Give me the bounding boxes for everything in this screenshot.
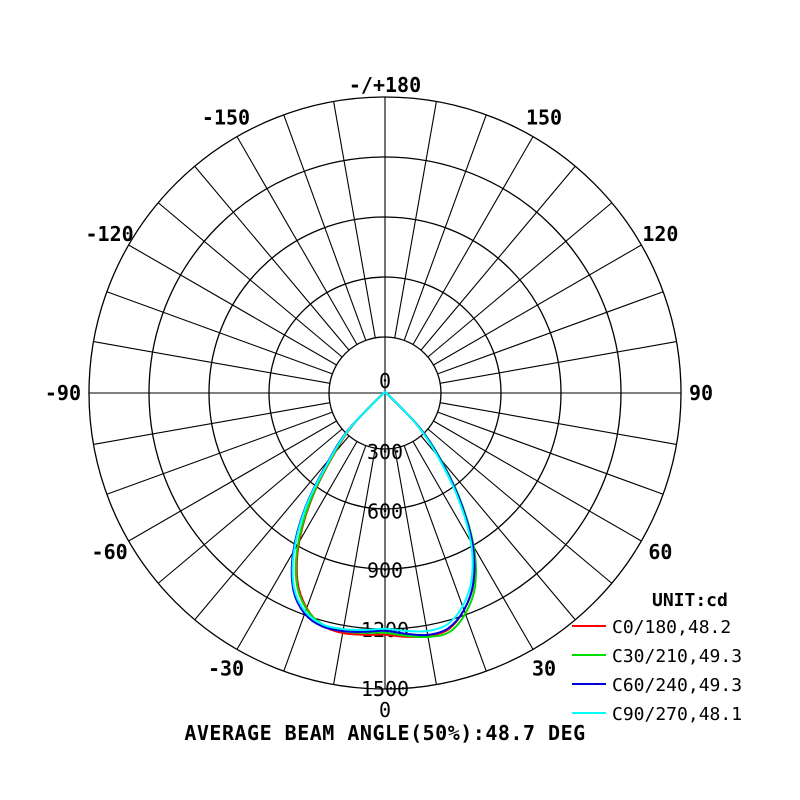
angle-label: -60 (92, 540, 128, 564)
grid-spoke (437, 291, 664, 375)
grid-spoke (194, 165, 350, 351)
grid-spokes (89, 97, 681, 689)
grid-spoke (283, 445, 367, 672)
angle-label: -90 (45, 381, 81, 405)
angle-label: 120 (642, 222, 678, 246)
grid-spoke (437, 411, 664, 495)
grid-spoke (433, 244, 642, 366)
grid-spoke (157, 202, 343, 358)
grid-spoke (440, 402, 677, 445)
legend: UNIT:cd C0/180,48.2 C30/210,49.3 C60/240,4… (572, 590, 742, 725)
grid-spoke (394, 448, 437, 685)
angle-labels: -/+180 150 -150 120 -120 90 -90 60 -60 30 -30 (45, 73, 713, 680)
legend-label: C60/240,49.3 (612, 675, 742, 696)
grid-spoke (427, 202, 613, 358)
angle-label: -120 (86, 222, 134, 246)
grid-spoke (106, 291, 333, 375)
grid-spoke (106, 411, 333, 495)
grid-spoke (333, 101, 376, 338)
angle-label: -30 (208, 656, 244, 680)
angle-label: 90 (689, 381, 713, 405)
radial-tick-label: 1500 (361, 677, 409, 701)
grid-spoke (93, 341, 330, 384)
grid-spoke (194, 435, 350, 621)
legend-items: C0/180,48.2 C30/210,49.3 C60/240,49.3 C90/2… (572, 617, 742, 725)
grid-spoke (433, 420, 642, 542)
bottom-zero-label: 0 (379, 698, 391, 722)
angle-label: 150 (526, 106, 562, 130)
grid-spoke (440, 341, 677, 384)
beam-angle-footer: AVERAGE BEAM ANGLE(50%):48.7 DEG (184, 721, 585, 745)
radial-tick-label: 900 (367, 559, 403, 583)
grid-spoke (333, 448, 376, 685)
angle-label: -/+180 (349, 73, 421, 97)
intensity-curves (290, 390, 477, 639)
radial-tick-label: 0 (379, 369, 391, 393)
legend-label: C90/270,48.1 (612, 704, 742, 725)
radial-tick-label: 300 (367, 440, 403, 464)
angle-label: 60 (648, 540, 672, 564)
radial-tick-label: 600 (367, 499, 403, 523)
grid-spoke (128, 420, 337, 542)
grid-spoke (283, 114, 367, 341)
legend-label: C0/180,48.2 (612, 617, 731, 638)
grid-spoke (427, 428, 613, 584)
grid-spoke (403, 114, 487, 341)
series-curve-c90-270 (291, 390, 474, 633)
grid-spoke (394, 101, 437, 338)
grid-spoke (157, 428, 343, 584)
unit-label: UNIT:cd (652, 590, 728, 611)
grid-spoke (420, 165, 576, 351)
angle-label: -150 (202, 106, 250, 130)
grid-spoke (93, 402, 330, 445)
angle-label: 30 (532, 656, 556, 680)
legend-label: C30/210,49.3 (612, 646, 742, 667)
grid-spoke (420, 435, 576, 621)
grid-spoke (128, 244, 337, 366)
grid-spoke (236, 136, 358, 345)
grid-spoke (412, 136, 534, 345)
grid-spoke (403, 445, 487, 672)
